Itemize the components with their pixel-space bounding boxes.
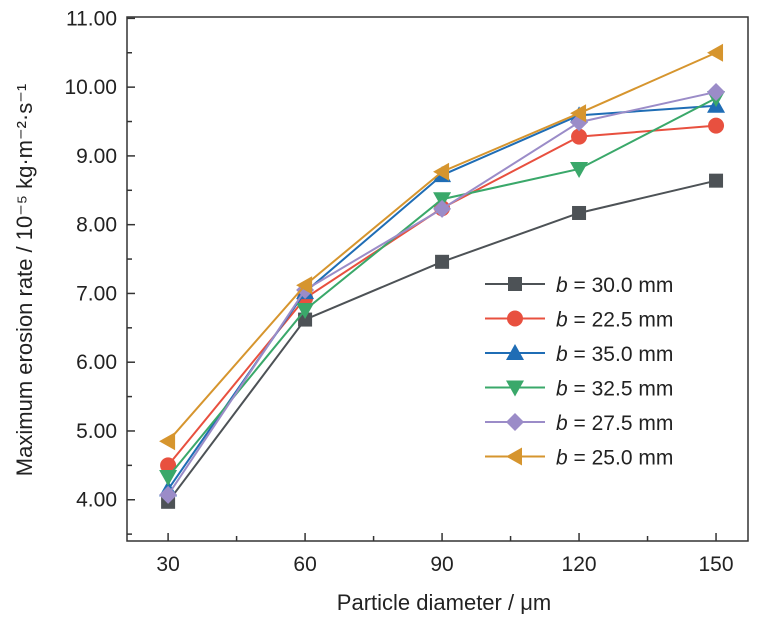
x-tick-label: 30 (156, 553, 179, 576)
legend-item: b = 22.5 mm (485, 309, 673, 332)
data-point (707, 43, 724, 62)
y-tick-label: 5.00 (76, 420, 117, 443)
legend-label: b = 27.5 mm (556, 412, 673, 435)
legend-marker (506, 344, 524, 360)
legend-marker (508, 277, 522, 291)
data-point (435, 254, 450, 269)
data-point (570, 104, 587, 123)
plot-area: 30 60 90 120 150 4.00 5.00 6.00 7.00 8.00 9.00 10.0… (64, 7, 749, 576)
y-tick-label: 10.00 (64, 76, 117, 99)
legend-label: b = 25.0 mm (556, 447, 673, 470)
data-point (572, 205, 587, 220)
y-tick-label: 9.00 (76, 145, 117, 168)
legend-item: b = 30.0 mm (485, 274, 673, 297)
data-point (570, 161, 589, 178)
legend-label: b = 30.0 mm (556, 274, 673, 297)
data-point (433, 162, 450, 181)
x-tick-label: 150 (699, 553, 734, 576)
data-point (159, 432, 176, 451)
legend-label: b = 22.5 mm (556, 309, 673, 332)
data-point (433, 199, 452, 218)
x-axis-label: Particle diameter / μm (337, 590, 551, 615)
data-point (298, 312, 313, 327)
legend-marker (506, 447, 522, 466)
data-point (296, 276, 313, 295)
legend-label: b = 32.5 mm (556, 378, 673, 401)
y-tick-label: 7.00 (76, 282, 117, 305)
data-point (159, 470, 178, 487)
y-tick-label: 11.00 (66, 7, 117, 30)
data-point (296, 302, 315, 319)
y-tick-label: 4.00 (76, 489, 117, 512)
legend-item: b = 27.5 mm (485, 412, 673, 435)
data-point (708, 117, 725, 134)
y-axis-label: Maximum erosion rate / 10⁻⁵ kg·m⁻²·s⁻¹ (12, 84, 37, 476)
legend-marker (506, 380, 524, 397)
y-tick-label: 6.00 (76, 351, 117, 374)
x-tick-label: 90 (430, 553, 453, 576)
y-tick-label: 8.00 (76, 214, 117, 237)
plot-frame (126, 16, 749, 542)
legend-label: b = 35.0 mm (556, 343, 673, 366)
data-point (160, 457, 177, 474)
legend-marker (506, 413, 524, 431)
data-point (709, 173, 724, 188)
data-point (571, 128, 588, 145)
data-point (159, 485, 178, 504)
x-tick-label: 60 (293, 553, 316, 576)
x-tick-label: 120 (562, 553, 597, 576)
legend-marker (507, 310, 523, 327)
data-point (707, 82, 726, 101)
